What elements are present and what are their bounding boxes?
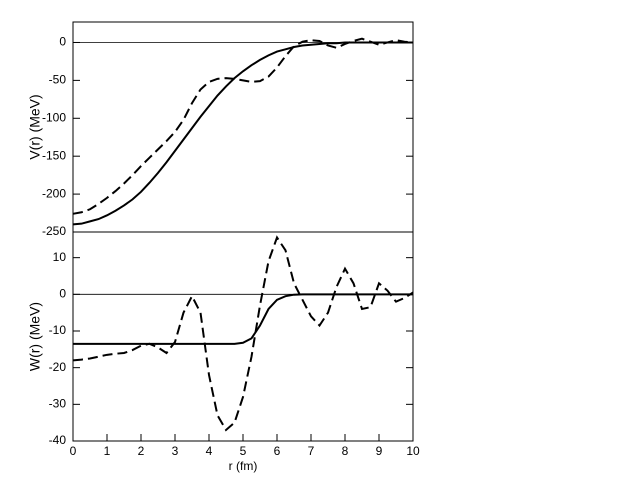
y-tick-label: 10 (53, 250, 67, 264)
plot-frame (72, 21, 414, 233)
y-tick-label: 0 (59, 35, 66, 49)
x-tick-label: 5 (240, 444, 247, 458)
x-tick-label: 6 (274, 444, 281, 458)
y-tick-label: -150 (42, 148, 66, 162)
y-tick-label: -30 (49, 397, 67, 411)
x-tick-label: 2 (138, 444, 145, 458)
x-tick-label: 10 (406, 444, 420, 458)
y-tick-label: 0 (59, 287, 66, 301)
x-tick-label: 9 (376, 444, 383, 458)
data-line (72, 41, 413, 226)
y-axis-label: W(r) (MeV) (27, 302, 43, 371)
y-axis-label: V(r) (MeV) (27, 94, 43, 159)
y-tick-label: -250 (42, 224, 66, 238)
x-tick-label: 3 (172, 444, 179, 458)
y-tick-label: -50 (49, 73, 67, 87)
data-line (72, 235, 414, 432)
y-tick-label: -100 (42, 110, 66, 124)
x-tick-label: 1 (104, 444, 111, 458)
y-tick-label: -10 (49, 323, 67, 337)
data-line (73, 293, 413, 345)
x-tick-label: 8 (342, 444, 349, 458)
x-tick-label: 7 (308, 444, 315, 458)
x-axis-label: r (fm) (229, 459, 258, 473)
x-tick-label: 4 (206, 444, 213, 458)
plot-frame (72, 231, 414, 442)
x-tick-label: 0 (70, 444, 77, 458)
y-tick-label: -40 (49, 433, 67, 447)
y-tick-label: -20 (49, 360, 67, 374)
y-tick-label: -200 (42, 186, 66, 200)
data-line (72, 37, 414, 215)
